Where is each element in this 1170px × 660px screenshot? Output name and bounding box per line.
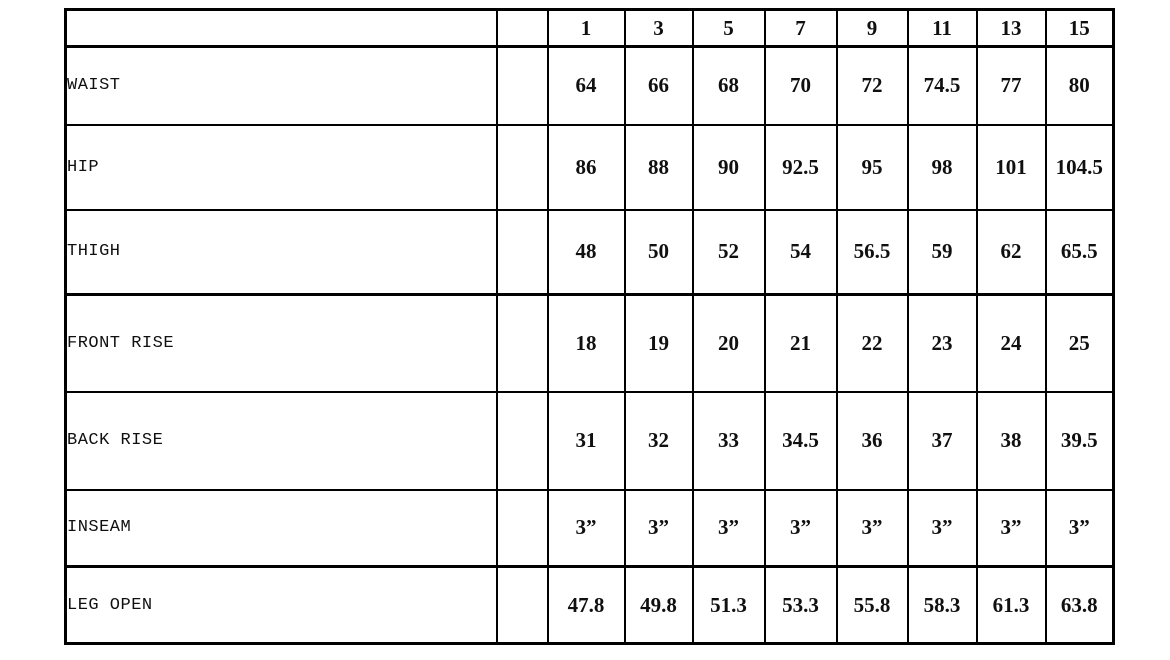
- row-label: FRONT RISE: [64, 293, 498, 393]
- measurement-value-cell: 55.8: [835, 565, 909, 645]
- spacer-cell: [495, 293, 549, 393]
- measurement-value-cell: 25: [1044, 293, 1115, 393]
- measurement-value-cell: 59: [906, 208, 978, 296]
- size-header-cell: 9: [835, 8, 909, 48]
- size-header-cell: 5: [691, 8, 766, 48]
- size-header-cell: 1: [546, 8, 626, 48]
- measurement-value-cell: 24: [975, 293, 1047, 393]
- measurement-value-cell: 62: [975, 208, 1047, 296]
- table-row-thigh: THIGH 48 50 52 54 56.5 59 62 65.5: [64, 208, 1115, 296]
- measurement-value-cell: 32: [623, 390, 694, 491]
- measurement-value-cell: 77: [975, 45, 1047, 126]
- measurement-value-cell: 92.5: [763, 123, 838, 211]
- table-row-front-rise: FRONT RISE 18 19 20 21 22 23 24 25: [64, 293, 1115, 393]
- row-label: THIGH: [64, 208, 498, 296]
- measurement-value-cell: 63.8: [1044, 565, 1115, 645]
- measurement-value-cell: 58.3: [906, 565, 978, 645]
- measurement-value-cell: 68: [691, 45, 766, 126]
- table-row-back-rise: BACK RISE 31 32 33 34.5 36 37 38 39.5: [64, 390, 1115, 491]
- spacer-cell: [495, 390, 549, 491]
- measurement-value-cell: 95: [835, 123, 909, 211]
- measurement-value-cell: 23: [906, 293, 978, 393]
- measurement-value-cell: 86: [546, 123, 626, 211]
- measurement-value-cell: 47.8: [546, 565, 626, 645]
- measurement-value-cell: 20: [691, 293, 766, 393]
- measurement-value-cell: 80: [1044, 45, 1115, 126]
- table-row-leg-open: LEG OPEN 47.8 49.8 51.3 53.3 55.8 58.3 6…: [64, 565, 1115, 645]
- measurement-value-cell: 3”: [546, 488, 626, 568]
- measurement-value-cell: 34.5: [763, 390, 838, 491]
- spacer-cell: [495, 488, 549, 568]
- spacer-cell: [495, 208, 549, 296]
- measurement-value-cell: 3”: [691, 488, 766, 568]
- table-row-hip: HIP 86 88 90 92.5 95 98 101 104.5: [64, 123, 1115, 211]
- measurement-value-cell: 3”: [623, 488, 694, 568]
- measurement-value-cell: 64: [546, 45, 626, 126]
- measurement-value-cell: 18: [546, 293, 626, 393]
- row-label: BACK RISE: [64, 390, 498, 491]
- spacer-cell: [495, 45, 549, 126]
- measurement-value-cell: 50: [623, 208, 694, 296]
- measurement-value-cell: 3”: [835, 488, 909, 568]
- measurement-value-cell: 90: [691, 123, 766, 211]
- measurement-value-cell: 19: [623, 293, 694, 393]
- measurement-value-cell: 70: [763, 45, 838, 126]
- measurement-value-cell: 51.3: [691, 565, 766, 645]
- measurement-value-cell: 72: [835, 45, 909, 126]
- measurement-value-cell: 98: [906, 123, 978, 211]
- size-header-cell: 15: [1044, 8, 1115, 48]
- measurement-value-cell: 39.5: [1044, 390, 1115, 491]
- measurement-value-cell: 31: [546, 390, 626, 491]
- measurement-value-cell: 104.5: [1044, 123, 1115, 211]
- table-row-waist: WAIST 64 66 68 70 72 74.5 77 80: [64, 45, 1115, 126]
- table-header-row: 1 3 5 7 9 11 13 15: [64, 8, 1115, 48]
- corner-empty-cell: [64, 8, 498, 48]
- measurement-value-cell: 88: [623, 123, 694, 211]
- row-label: WAIST: [64, 45, 498, 126]
- row-label: HIP: [64, 123, 498, 211]
- size-header-cell: 11: [906, 8, 978, 48]
- measurement-value-cell: 36: [835, 390, 909, 491]
- measurement-value-cell: 52: [691, 208, 766, 296]
- measurement-value-cell: 3”: [975, 488, 1047, 568]
- measurement-value-cell: 49.8: [623, 565, 694, 645]
- measurement-value-cell: 3”: [763, 488, 838, 568]
- size-header-cell: 7: [763, 8, 838, 48]
- spacer-cell: [495, 123, 549, 211]
- measurement-value-cell: 37: [906, 390, 978, 491]
- measurement-value-cell: 66: [623, 45, 694, 126]
- measurement-value-cell: 56.5: [835, 208, 909, 296]
- measurement-value-cell: 33: [691, 390, 766, 491]
- measurement-value-cell: 65.5: [1044, 208, 1115, 296]
- table-row-inseam: INSEAM 3” 3” 3” 3” 3” 3” 3” 3”: [64, 488, 1115, 568]
- measurement-value-cell: 54: [763, 208, 838, 296]
- measurement-value-cell: 48: [546, 208, 626, 296]
- measurement-value-cell: 61.3: [975, 565, 1047, 645]
- spacer-cell: [495, 8, 549, 48]
- size-chart-table: 1 3 5 7 9 11 13 15 WAIST 64 66 68 70 72 …: [64, 8, 1115, 645]
- size-header-cell: 3: [623, 8, 694, 48]
- measurement-value-cell: 101: [975, 123, 1047, 211]
- measurement-value-cell: 38: [975, 390, 1047, 491]
- measurement-value-cell: 3”: [906, 488, 978, 568]
- row-label: LEG OPEN: [64, 565, 498, 645]
- measurement-value-cell: 74.5: [906, 45, 978, 126]
- measurement-value-cell: 21: [763, 293, 838, 393]
- measurement-value-cell: 22: [835, 293, 909, 393]
- measurement-value-cell: 53.3: [763, 565, 838, 645]
- spacer-cell: [495, 565, 549, 645]
- row-label: INSEAM: [64, 488, 498, 568]
- measurement-value-cell: 3”: [1044, 488, 1115, 568]
- size-header-cell: 13: [975, 8, 1047, 48]
